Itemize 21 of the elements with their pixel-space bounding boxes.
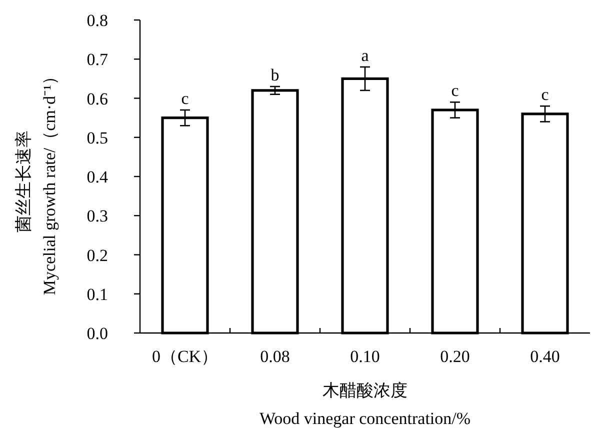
- y-tick-label: 0.4: [86, 168, 108, 186]
- annotation: b: [270, 66, 280, 85]
- annotation: a: [361, 46, 370, 65]
- y-tick-label: 0.6: [86, 89, 108, 108]
- x-tick-label: 0.10: [350, 347, 380, 366]
- annotation: c: [541, 85, 550, 104]
- annotation: c: [181, 88, 190, 108]
- x-axis-title: 木醋酸浓度 Wood vinegar concentration/%: [259, 381, 471, 428]
- x-tick-label: 0（CK）: [152, 347, 218, 366]
- x-tick-label: 0.40: [530, 347, 560, 366]
- y-axis-title: 菌丝生长速率 Mycelial growth rate/（cm·d⁻¹）: [14, 68, 59, 296]
- y-tick-label: 0.3: [86, 206, 108, 226]
- y-tick-label: 0.2: [86, 246, 108, 265]
- y-tick-label: 0.7: [86, 50, 108, 70]
- annotation: c: [451, 81, 460, 100]
- x-tick-label: 0.20: [440, 347, 470, 366]
- x-tick-label: 0.08: [260, 347, 290, 366]
- y-tick-label: 0.1: [86, 284, 108, 304]
- y-tick-label: 0.5: [86, 128, 108, 148]
- y-tick-label: 0.8: [86, 11, 108, 30]
- y-tick-label: 0.0: [86, 324, 108, 343]
